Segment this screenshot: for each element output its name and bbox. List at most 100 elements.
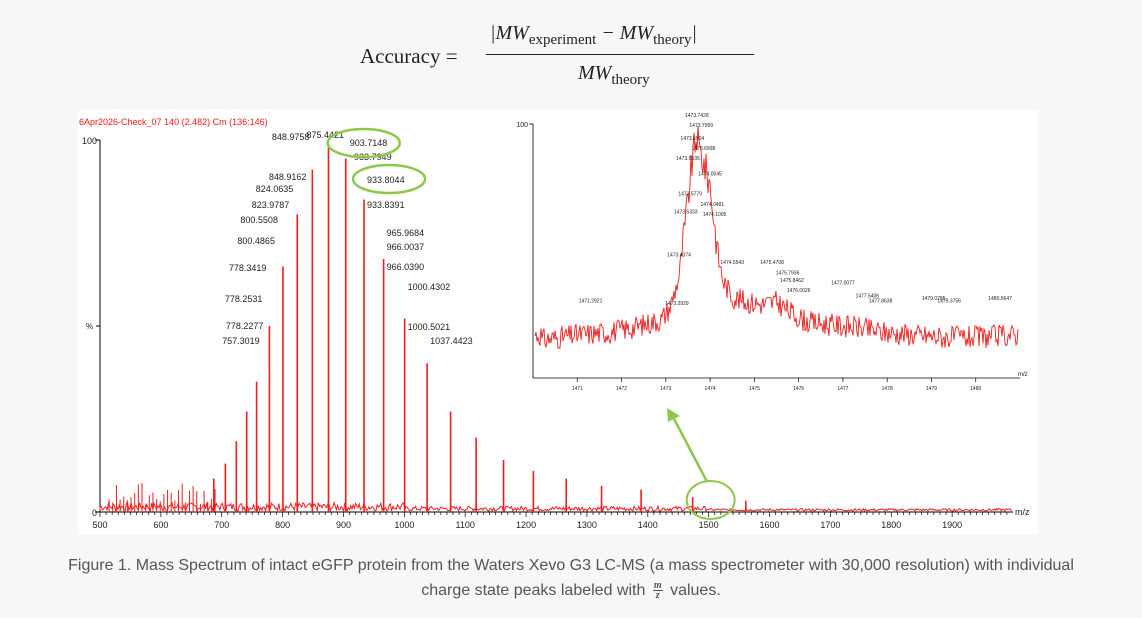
peak-label: 903.7148	[350, 138, 388, 148]
inset-background	[508, 114, 1023, 396]
peak-label: 875.4421	[306, 130, 344, 140]
caption-tail: values.	[670, 582, 721, 599]
peak-label: 824.0635	[256, 184, 294, 194]
inset-x-tick-label: 1476	[793, 386, 804, 392]
peak-label: 848.9758	[272, 132, 310, 142]
inset-peak-label: 1479.0785	[922, 296, 946, 302]
spectrum-header: 6Apr2026-Check_07 140 (2.482) Cm (136:14…	[79, 117, 268, 127]
formula-lhs: Accuracy =	[360, 44, 458, 68]
mass-spectrum-chart: 6Apr2026-Check_07 140 (2.482) Cm (136:14…	[79, 113, 1030, 530]
formula-num-sub2: theory	[653, 32, 692, 48]
x-tick-label: 700	[214, 520, 229, 530]
peak-label: 778.2531	[225, 294, 263, 304]
inset-peak-label: 1473.7959	[689, 123, 713, 129]
inset-peak-label: 1473.2929	[665, 301, 689, 307]
accuracy-formula: Accuracy = |MWexperiment − MWtheory| MWt…	[0, 18, 1142, 90]
inset-profile-trace	[534, 125, 1019, 349]
caption-text: Figure 1. Mass Spectrum of intact eGFP p…	[68, 557, 1074, 599]
y-tick-label: 0	[92, 508, 97, 518]
mass-spectrum-figure: 6Apr2026-Check_07 140 (2.482) Cm (136:14…	[78, 110, 1038, 535]
figure-caption: Figure 1. Mass Spectrum of intact eGFP p…	[60, 553, 1082, 603]
x-tick-label: 1300	[577, 520, 597, 530]
inset-y-tick-label: 100	[516, 122, 528, 129]
y-axis-label: %	[86, 322, 93, 331]
inset-peak-label: 1475.4708	[760, 260, 784, 266]
formula-num-mid: − MW	[596, 22, 654, 44]
inset-x-axis-label: m/z	[1018, 372, 1028, 378]
inset-peak-label: 1477.0077	[831, 281, 855, 287]
inset-peak-label: 1479.3756	[937, 298, 961, 304]
inset-peak-label: 1473.5333	[674, 209, 698, 215]
formula-numerator: |MWexperiment − MWtheory|	[490, 22, 697, 49]
inset-x-tick-label: 1480	[970, 386, 981, 392]
formula-num-sub: experiment	[528, 32, 597, 48]
x-tick-label: 800	[275, 520, 290, 530]
x-tick-label: 1700	[820, 520, 840, 530]
highlight-annotations	[326, 127, 736, 520]
inset-peak-label: 1477.5406	[855, 293, 879, 299]
inset-peak-label: 1475.8462	[780, 278, 804, 284]
inset-x-tick-label: 1478	[882, 386, 893, 392]
inset-x-tick-label: 1479	[926, 386, 937, 392]
inset-peak-label: 1473.6904	[681, 136, 705, 142]
inset-peak-label: 1474.5543	[720, 260, 744, 266]
peak-label: 800.5508	[240, 215, 278, 225]
inset-x-tick-label: 1472	[616, 386, 627, 392]
formula-den-main: MW	[578, 62, 612, 84]
peak-label: 800.4865	[237, 236, 275, 246]
baseline-noise-trace	[99, 501, 1013, 513]
mz-fraction-num: m	[652, 580, 663, 592]
peak-label: 965.9684	[387, 228, 425, 238]
inset-peak-label: 1473.5779	[678, 192, 702, 198]
inset-x-tick-label: 1471	[572, 386, 583, 392]
inset-peak-label: 1473.6535	[676, 156, 700, 162]
inset-x-tick-label: 1475	[749, 386, 760, 392]
formula-den-sub: theory	[611, 72, 650, 88]
mz-fraction-den: z	[655, 590, 660, 602]
x-tick-label: 1400	[638, 520, 658, 530]
inset-peak-label: 1474.0045	[698, 171, 722, 177]
x-tick-label: 1500	[699, 520, 719, 530]
x-tick-label: 600	[153, 520, 168, 530]
inset-x-tick-label: 1477	[837, 386, 848, 392]
x-tick-label: 1000	[394, 520, 414, 530]
x-tick-label: 900	[336, 520, 351, 530]
peak-label: 823.9787	[252, 200, 290, 210]
inset-spectrum: 100 1471 1472 1473 1474 1475 1476 1477 1478 1479 1…	[516, 113, 1027, 392]
peak-label: 933.8044	[367, 175, 405, 185]
peak-label: 933.8391	[367, 200, 405, 210]
peak-label: 966.0037	[387, 242, 425, 252]
inset-peak-label: 1476.0026	[787, 288, 811, 294]
inset-peak-label: 1477.8638	[869, 298, 893, 304]
highlight-ellipse-933	[351, 163, 427, 195]
peak-label: 757.3019	[222, 336, 260, 346]
peak-label: 778.2277	[226, 321, 264, 331]
x-tick-label: 1200	[516, 520, 536, 530]
formula-num-pre: |MW	[490, 22, 529, 44]
x-axis-label: m/z	[1015, 507, 1030, 517]
formula-fraction-bar	[486, 54, 754, 55]
inset-peak-label: 1475.7936	[776, 270, 800, 276]
inset-peak-label: 1473.7428	[685, 113, 709, 119]
inset-peak-label: 1473.4374	[667, 253, 691, 259]
peak-label: 848.9162	[269, 172, 307, 182]
inset-x-tick-label: 1473	[660, 386, 671, 392]
peak-label: 966.0390	[387, 262, 425, 272]
inset-x-tick-label: 1474	[705, 386, 716, 392]
zoom-arrow-line	[670, 414, 708, 482]
inset-peak-label: 1474.1005	[703, 212, 727, 218]
peak-label: 778.3419	[229, 263, 267, 273]
zoom-arrow-head	[667, 408, 680, 422]
main-spectrum: 6Apr2026-Check_07 140 (2.482) Cm (136:14…	[79, 117, 1030, 530]
inset-peak-label: 1474.0481	[700, 202, 724, 208]
x-tick-label: 1600	[760, 520, 780, 530]
x-tick-label: 1100	[456, 520, 475, 530]
inset-peak-label: 1471.2921	[579, 298, 603, 304]
x-tick-label: 1800	[881, 520, 901, 530]
inset-peak-label: 1480.5647	[988, 296, 1012, 302]
highlight-ellipse-903	[326, 127, 401, 159]
formula-denominator: MWtheory	[578, 62, 650, 89]
peak-label: 1000.5021	[408, 322, 451, 332]
x-tick-label: 1900	[942, 520, 962, 530]
